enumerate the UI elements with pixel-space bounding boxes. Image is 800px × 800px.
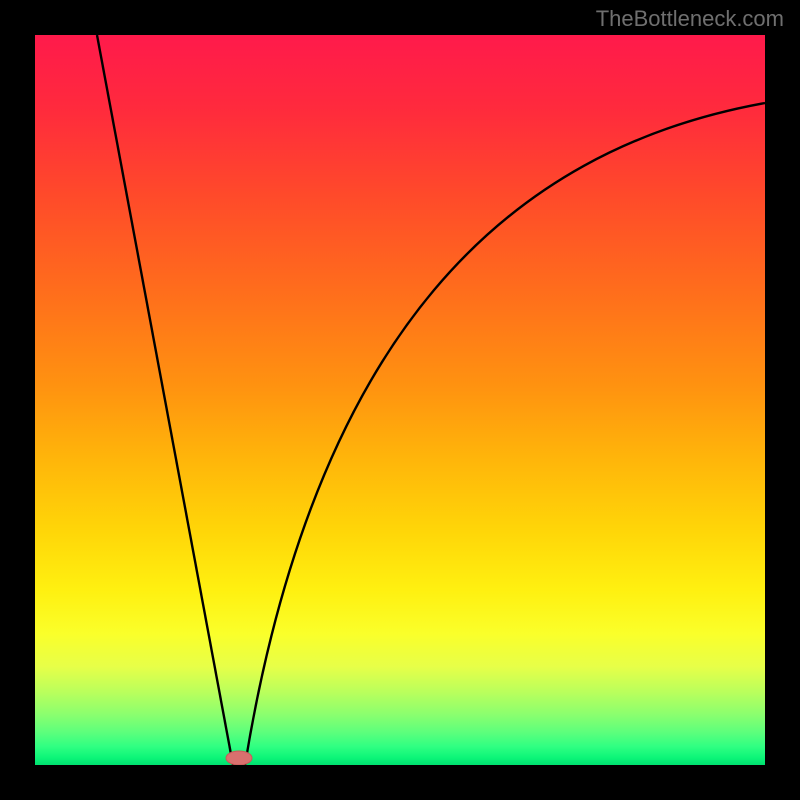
watermark-text: TheBottleneck.com [596,6,784,32]
min-marker-shape [226,751,252,765]
min-marker-icon [35,35,765,765]
plot-area [35,35,765,765]
